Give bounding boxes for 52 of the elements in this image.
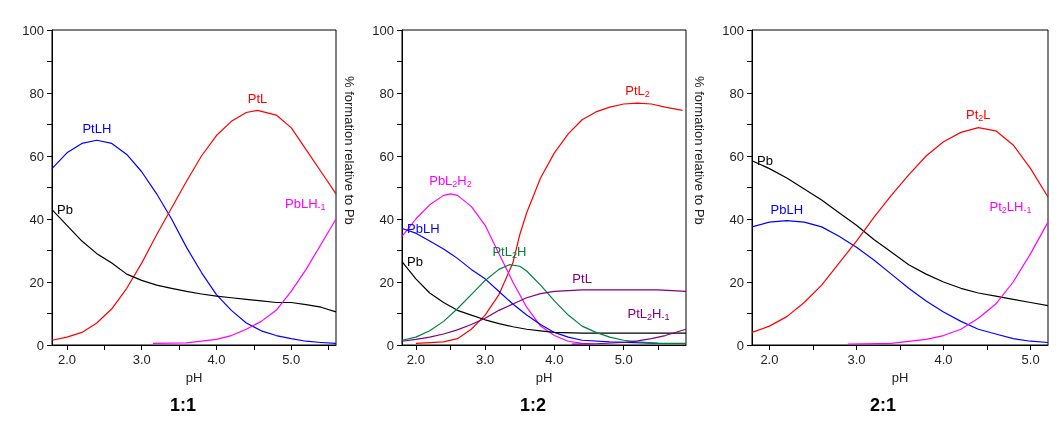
x-tick-label: 5.0: [1021, 352, 1040, 367]
x-axis-title: pH: [185, 370, 203, 385]
series-label: Pb: [57, 202, 73, 218]
y-tick-label: 100: [22, 22, 44, 38]
x-tick-label: 4.0: [207, 352, 226, 367]
series-label: Pb: [757, 153, 773, 169]
y-tick-label: 40: [379, 211, 394, 227]
x-axis-title: pH: [535, 370, 553, 385]
x-tick-label: 4.0: [545, 352, 564, 367]
x-tick-label: 3.0: [476, 352, 495, 367]
y-tick-label: 40: [29, 211, 44, 227]
line-series: [401, 289, 687, 342]
y-tick-label: 20: [729, 274, 744, 290]
line-series: [847, 221, 1049, 345]
y-tick-label: 100: [372, 22, 394, 38]
text: 1:2: [519, 395, 547, 415]
x-tick-label: 5.0: [614, 352, 633, 367]
y-tick-label: 0: [736, 337, 744, 353]
y-tick-label: 20: [379, 274, 394, 290]
x-tick-label: 4.0: [934, 352, 953, 367]
text: 2:1: [869, 395, 897, 415]
y-tick-label: 60: [379, 148, 394, 164]
x-tick-label: 2.0: [760, 352, 779, 367]
y-tick-label: 80: [29, 85, 44, 101]
y-tick-label: 80: [729, 85, 744, 101]
line-series: [401, 193, 597, 345]
series-label: PtLH: [82, 121, 112, 137]
x-axis-title: pH: [891, 370, 909, 385]
y-tick-label: 20: [29, 274, 44, 290]
y-tick-label: 80: [379, 85, 394, 101]
y-tick-label: 100: [722, 22, 744, 38]
x-tick-label: 2.0: [406, 352, 425, 367]
y-tick-label: 0: [36, 337, 44, 353]
y-axis-title: % formation relative to Pb: [692, 76, 707, 225]
y-axis-title: % formation relative to Pb: [342, 76, 357, 225]
series-label: PbLH: [770, 201, 804, 217]
x-tick-label: 2.0: [57, 352, 76, 367]
y-tick-label: 60: [29, 148, 44, 164]
y-tick-label: 0: [386, 337, 394, 353]
text: 1:1: [169, 395, 197, 415]
line-series: [571, 328, 687, 345]
x-tick-label: 3.0: [847, 352, 866, 367]
line-series: [152, 218, 337, 345]
series-label: PtL: [247, 91, 268, 107]
x-tick-label: 3.0: [132, 352, 151, 367]
series-label: PtL: [572, 270, 592, 286]
y-tick-label: 60: [729, 148, 744, 164]
y-tick-label: 40: [729, 211, 744, 227]
series-label: Pb: [407, 254, 423, 270]
line-series: [751, 127, 1049, 333]
series-label: PbLH: [407, 220, 440, 236]
x-tick-label: 5.0: [282, 352, 301, 367]
